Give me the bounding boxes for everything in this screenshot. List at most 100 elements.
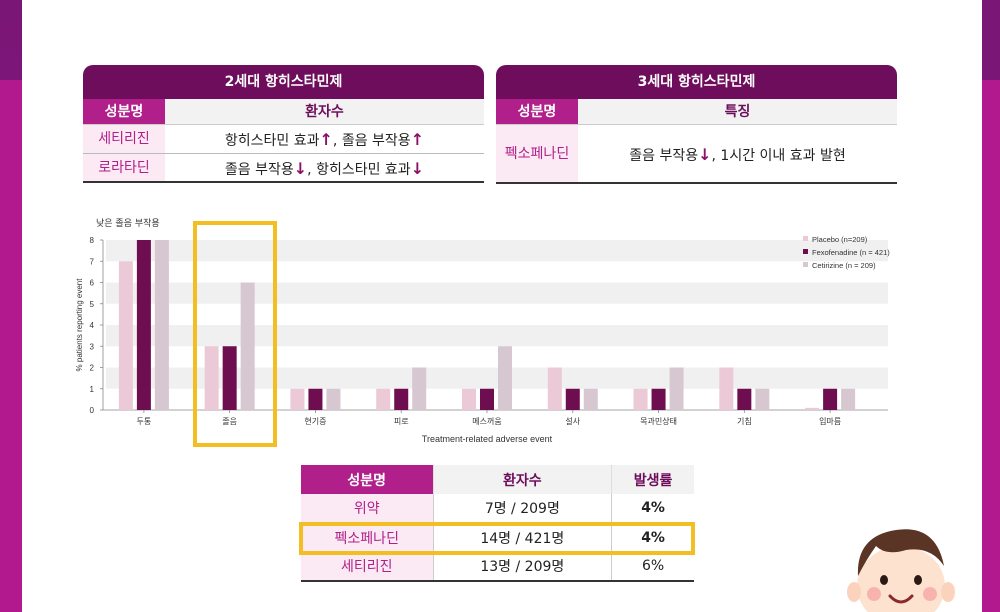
y-tick-label: 3 bbox=[90, 342, 95, 351]
bar bbox=[376, 388, 391, 410]
bar bbox=[136, 240, 151, 410]
bar bbox=[290, 388, 305, 410]
bar bbox=[480, 388, 494, 410]
chart-svg: 0 1 2 3 4 5 6 7 8낮은 졸음 부작용 % patients reporting e… bbox=[75, 218, 890, 444]
bar bbox=[805, 407, 820, 410]
legend-label: Cetirizine (n = 209) bbox=[812, 261, 876, 270]
gen3-header-ingredient: 성분명 bbox=[496, 99, 578, 124]
gen2-row-name: 로라타딘 bbox=[83, 154, 165, 181]
gen2-row: 세티리진 항히스타민 효과↑, 졸음 부작용↑ bbox=[83, 125, 484, 154]
bar bbox=[633, 388, 648, 410]
legend-swatch bbox=[803, 262, 808, 267]
incidence-row-name: 위약 bbox=[301, 494, 433, 524]
incidence-header-row: 성분명 환자수 발생률 bbox=[301, 465, 694, 494]
x-tick-label: 현기증 bbox=[304, 417, 326, 426]
x-tick-label: 입마름 bbox=[819, 417, 841, 426]
y-tick-label: 4 bbox=[90, 321, 95, 330]
child-character-icon bbox=[847, 529, 955, 612]
legend-label: Fexofenadine (n = 421) bbox=[812, 248, 890, 257]
y-tick-label: 5 bbox=[90, 300, 95, 309]
x-tick-label: 기침 bbox=[737, 417, 752, 426]
bar bbox=[547, 367, 562, 410]
incidence-row-name: 펙소페나딘 bbox=[301, 523, 433, 553]
gen3-row-name: 펙소페나딘 bbox=[496, 125, 578, 182]
incidence-row-rate: 4% bbox=[611, 494, 694, 524]
gen2-row-desc: 졸음 부작용↓, 항히스타민 효과↓ bbox=[224, 159, 425, 178]
gen2-title: 2세대 항히스타민제 bbox=[83, 65, 484, 99]
incidence-row-name: 세티리진 bbox=[301, 552, 433, 582]
table-row: 세티리진 13명 / 209명 6% bbox=[301, 552, 694, 582]
bar bbox=[823, 388, 838, 410]
bar bbox=[462, 388, 476, 410]
gen3-header-feature: 특징 bbox=[578, 99, 897, 124]
gen3-header-row: 성분명 특징 bbox=[496, 99, 897, 125]
x-tick-label: 메스꺼움 bbox=[472, 417, 501, 426]
grid-band bbox=[106, 325, 888, 347]
bar bbox=[651, 388, 666, 410]
x-tick-label: 졸음 bbox=[222, 417, 237, 426]
gen3-row: 펙소페나딘 졸음 부작용↓, 1시간 이내 효과 발현 bbox=[496, 125, 897, 184]
bar bbox=[841, 388, 856, 410]
bar bbox=[498, 346, 512, 410]
bar bbox=[204, 346, 219, 410]
incidence-table: 성분명 환자수 발생률 위약 7명 / 209명 4% 펙소페나딘 14명 / … bbox=[301, 465, 694, 582]
bar bbox=[240, 282, 255, 410]
bar bbox=[394, 388, 409, 410]
legend-label: Placebo (n=209) bbox=[812, 235, 868, 244]
x-tick-label: 설사 bbox=[565, 416, 580, 426]
bar bbox=[326, 388, 341, 410]
bar bbox=[737, 388, 752, 410]
x-tick-label: 목과민상태 bbox=[640, 416, 677, 426]
x-tick-label: 피로 bbox=[394, 417, 409, 426]
incidence-header-rate: 발생률 bbox=[611, 465, 694, 494]
chart-title: 낮은 졸음 부작용 bbox=[96, 218, 160, 229]
right-frame-edge bbox=[982, 0, 1000, 612]
gen2-row-desc: 항히스타민 효과↑, 졸음 부작용↑ bbox=[224, 130, 425, 149]
table-row: 펙소페나딘 14명 / 421명 4% bbox=[301, 523, 694, 553]
gen2-header-patients: 환자수 bbox=[165, 99, 484, 124]
table-row: 위약 7명 / 209명 4% bbox=[301, 494, 694, 524]
bar bbox=[222, 346, 237, 410]
incidence-row-patients: 13명 / 209명 bbox=[432, 552, 612, 582]
y-tick-label: 0 bbox=[90, 406, 95, 415]
y-tick-label: 8 bbox=[90, 236, 95, 245]
legend-swatch bbox=[803, 236, 808, 241]
drowsiness-highlight-box bbox=[193, 221, 277, 447]
bar bbox=[118, 261, 133, 410]
gen3-row-desc: 졸음 부작용↓, 1시간 이내 효과 발현 bbox=[629, 145, 846, 164]
incidence-header-patients: 환자수 bbox=[432, 465, 612, 494]
gen3-table: 3세대 항히스타민제 성분명 특징 펙소페나딘 졸음 부작용↓, 1시간 이내 … bbox=[496, 65, 897, 184]
adverse-event-chart: 0 1 2 3 4 5 6 7 8 낮은 졸음 부작용 % patients reporting e… bbox=[70, 212, 910, 452]
bar bbox=[719, 367, 734, 410]
bar bbox=[583, 388, 598, 410]
y-tick-label: 2 bbox=[90, 364, 95, 373]
bar bbox=[154, 240, 169, 410]
grid-band bbox=[106, 282, 888, 304]
legend-swatch bbox=[803, 249, 808, 254]
y-tick-label: 6 bbox=[90, 279, 95, 288]
x-tick-label: 두통 bbox=[137, 417, 152, 426]
y-axis-label: % patients reporting event bbox=[75, 278, 84, 372]
bar bbox=[308, 388, 323, 410]
incidence-row-rate: 4% bbox=[611, 523, 694, 553]
bar bbox=[669, 367, 684, 410]
gen2-header-ingredient: 성분명 bbox=[83, 99, 165, 124]
bar bbox=[755, 388, 770, 410]
left-frame-edge bbox=[0, 0, 22, 612]
bar bbox=[412, 367, 427, 410]
y-tick-label: 7 bbox=[90, 257, 95, 266]
x-axis-label: Treatment-related adverse event bbox=[422, 434, 553, 444]
fexofenadine-highlight-box bbox=[299, 522, 695, 555]
grid-band bbox=[106, 240, 888, 262]
gen2-row-name: 세티리진 bbox=[83, 125, 165, 153]
bar bbox=[565, 388, 580, 410]
incidence-row-patients: 14명 / 421명 bbox=[432, 523, 612, 553]
gen2-table: 2세대 항히스타민제 성분명 환자수 세티리진 항히스타민 효과↑, 졸음 부작… bbox=[83, 65, 484, 183]
incidence-row-rate: 6% bbox=[611, 552, 694, 582]
gen2-row: 로라타딘 졸음 부작용↓, 항히스타민 효과↓ bbox=[83, 154, 484, 183]
incidence-header-ingredient: 성분명 bbox=[301, 465, 433, 494]
grid-band bbox=[106, 367, 888, 389]
y-tick-label: 1 bbox=[90, 385, 95, 394]
gen3-title: 3세대 항히스타민제 bbox=[496, 65, 897, 99]
gen2-header-row: 성분명 환자수 bbox=[83, 99, 484, 125]
